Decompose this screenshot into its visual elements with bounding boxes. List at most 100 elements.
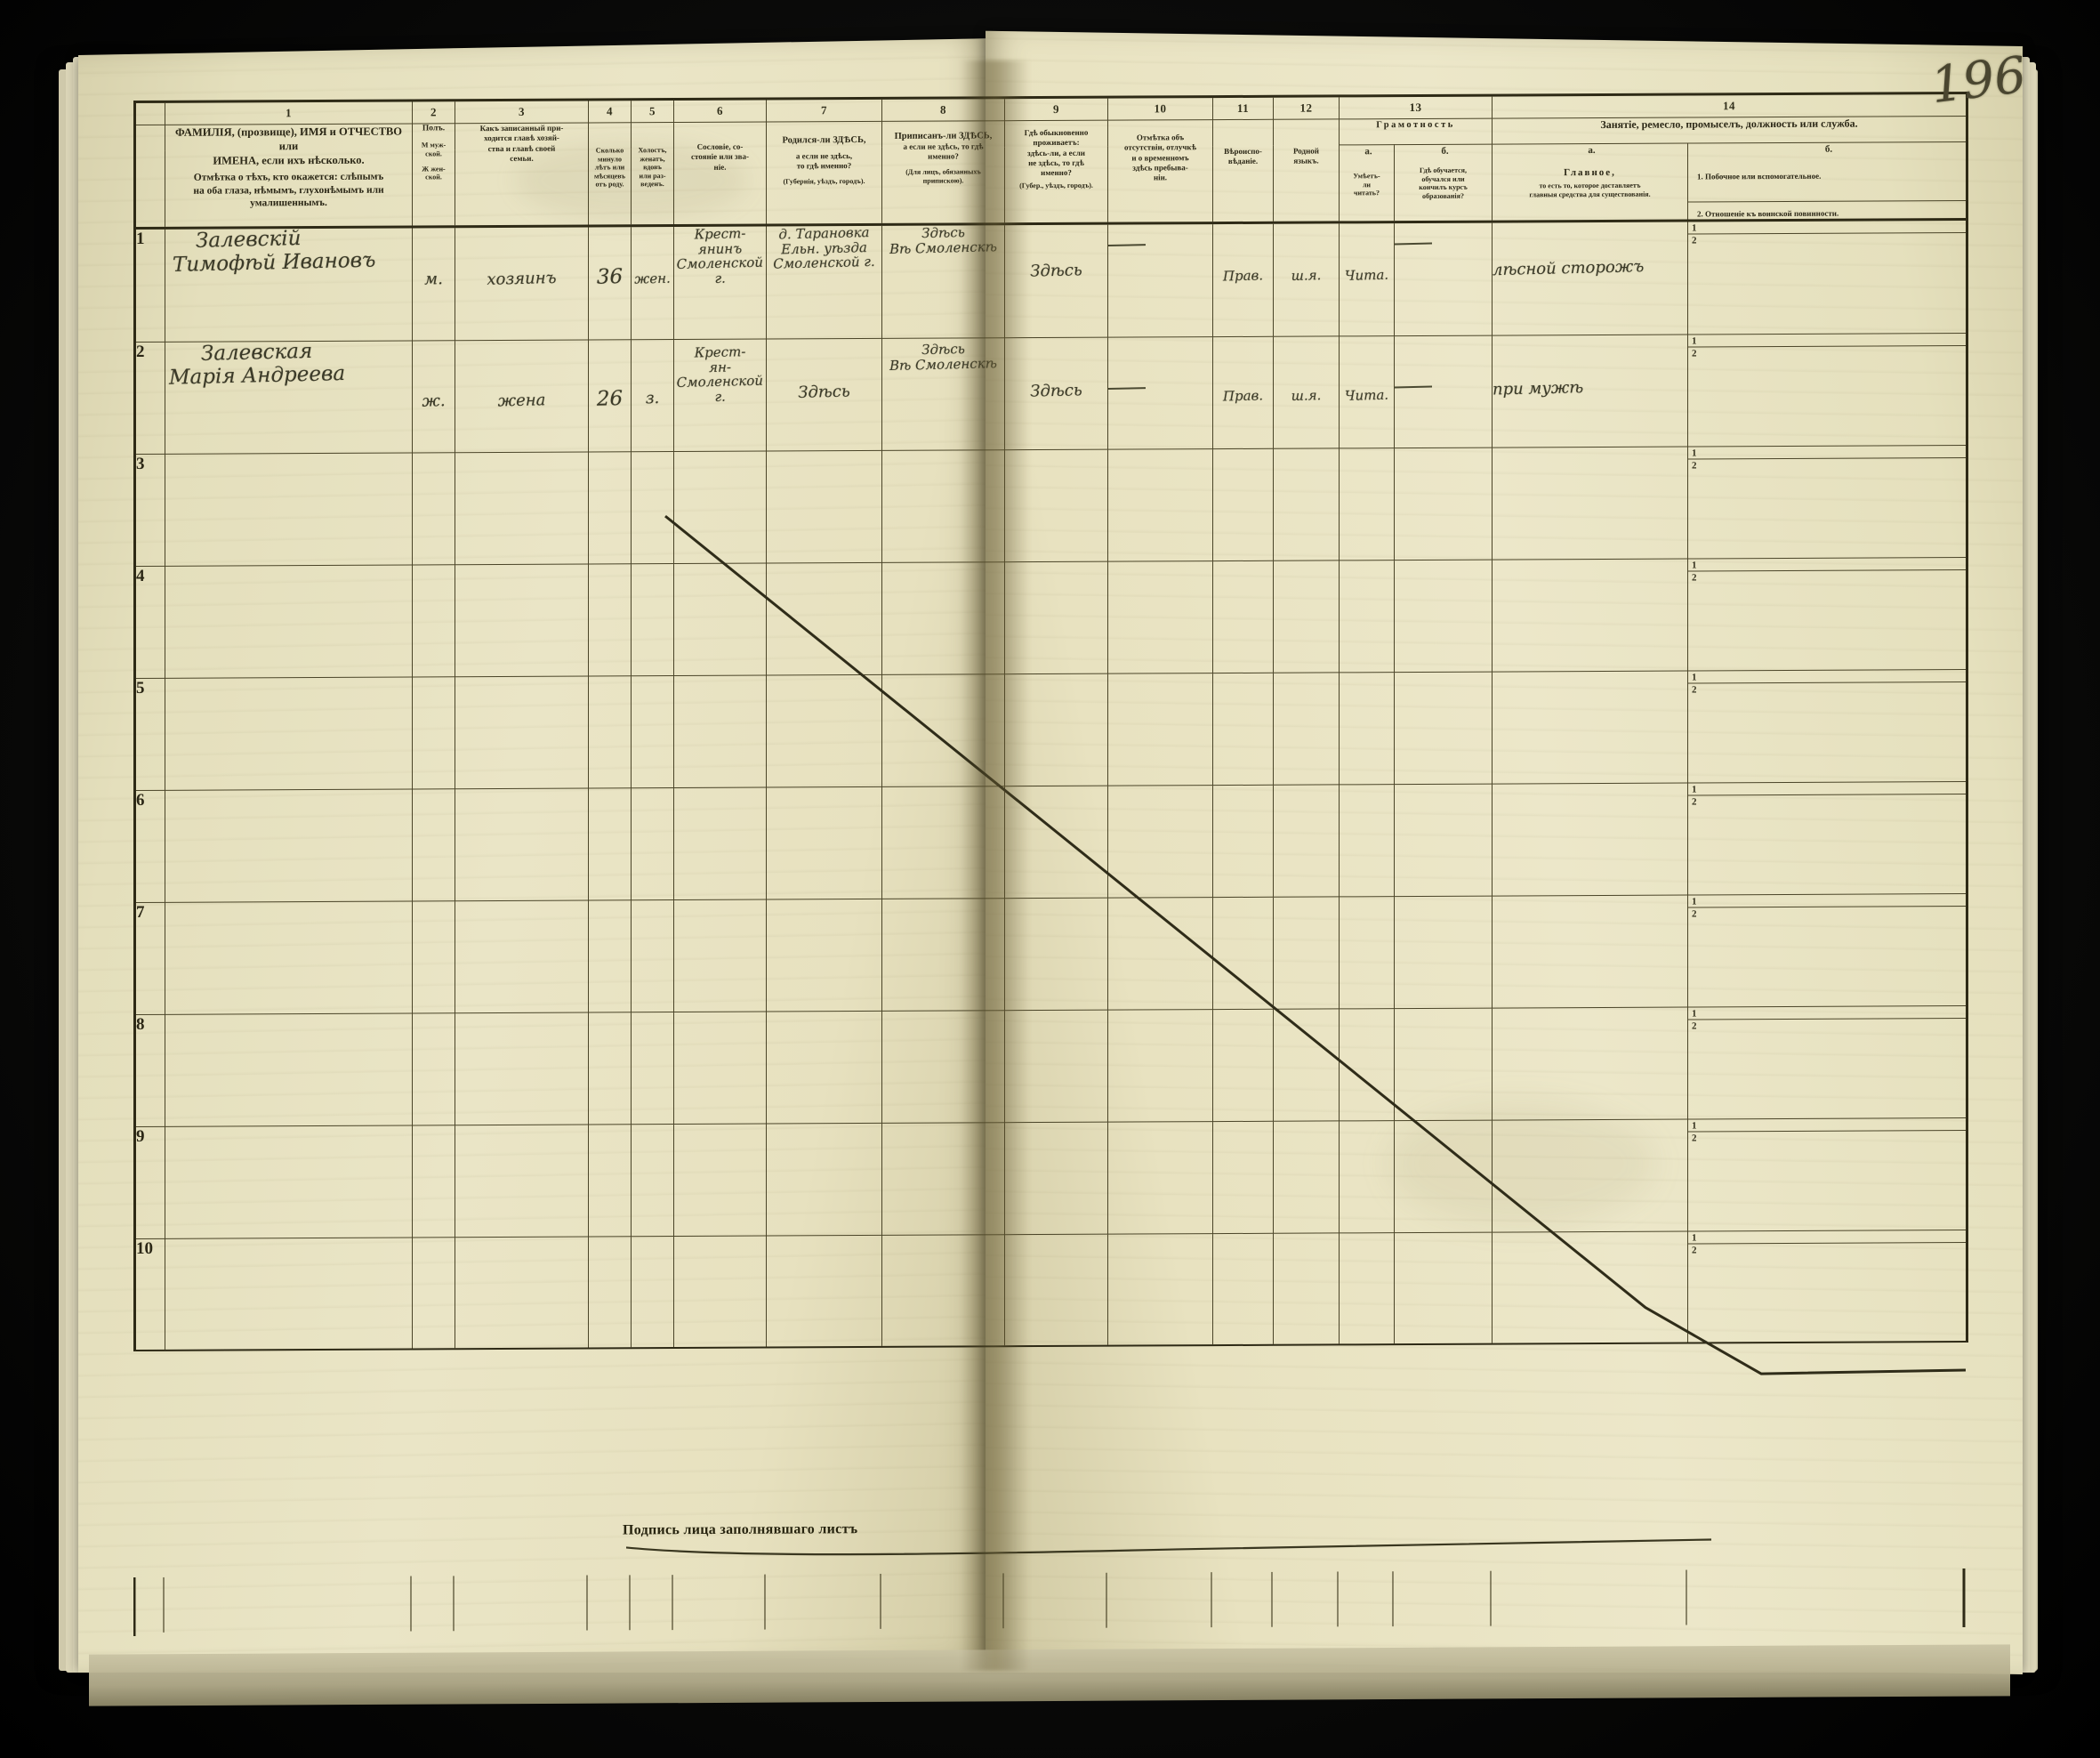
cell-language[interactable]: [1273, 1232, 1340, 1346]
occupation-side-1[interactable]: 1: [1688, 333, 1966, 348]
table-row[interactable]: 8 1 2: [134, 1005, 1967, 1127]
cell-relation[interactable]: [455, 563, 589, 677]
cell-religion[interactable]: Прав.: [1212, 222, 1274, 337]
cell-age[interactable]: 26: [588, 339, 632, 452]
cell-age[interactable]: [588, 1124, 632, 1237]
cell-marital[interactable]: з.: [631, 339, 674, 452]
occupation-side-2[interactable]: 2: [1688, 794, 1966, 808]
cell-language[interactable]: [1273, 448, 1340, 561]
cell-residence[interactable]: [1004, 1121, 1108, 1235]
cell-sex[interactable]: [412, 452, 455, 565]
cell-relation[interactable]: [455, 1236, 589, 1350]
cell-birthplace[interactable]: [766, 1235, 882, 1348]
cell-age[interactable]: 36: [588, 225, 632, 340]
cell-absence[interactable]: [1107, 560, 1213, 673]
cell-relation[interactable]: [455, 451, 589, 565]
table-row[interactable]: 5 1 2: [134, 669, 1967, 791]
cell-residence[interactable]: [1004, 1009, 1108, 1123]
cell-birthplace[interactable]: [766, 786, 882, 899]
cell-registered[interactable]: [881, 898, 1005, 1012]
cell-religion[interactable]: [1212, 1121, 1274, 1234]
cell-literacy-b[interactable]: [1394, 221, 1493, 336]
cell-occupation-side[interactable]: 1 2: [1687, 445, 1967, 559]
cell-marital[interactable]: [631, 1124, 674, 1237]
cell-marital[interactable]: [631, 675, 674, 788]
cell-registered[interactable]: [881, 673, 1005, 787]
cell-literacy-a[interactable]: [1339, 896, 1395, 1009]
cell-absence[interactable]: [1107, 222, 1213, 337]
occupation-side-1[interactable]: 1: [1688, 220, 1966, 235]
cell-religion[interactable]: [1212, 448, 1274, 561]
cell-literacy-a[interactable]: [1339, 560, 1395, 673]
cell-registered[interactable]: Здѣсь Вѣ Смоленскѣ: [881, 223, 1005, 339]
cell-absence[interactable]: [1107, 1009, 1213, 1122]
cell-residence[interactable]: Здѣсь: [1004, 222, 1108, 338]
cell-age[interactable]: [588, 787, 632, 900]
cell-birthplace[interactable]: д. Тарановка Ельн. уѣзда Смоленской г.: [766, 224, 882, 339]
cell-marital[interactable]: [631, 1012, 674, 1125]
cell-occupation-side[interactable]: 1 2: [1687, 781, 1967, 895]
occupation-side-2[interactable]: 2: [1688, 233, 1966, 246]
cell-sex[interactable]: [412, 676, 455, 789]
cell-birthplace[interactable]: Здѣсь: [766, 338, 882, 451]
cell-name[interactable]: [165, 676, 413, 791]
occupation-side-1[interactable]: 1: [1688, 1005, 1966, 1020]
cell-absence[interactable]: [1107, 897, 1213, 1010]
cell-sex[interactable]: ж.: [412, 340, 455, 453]
cell-marital[interactable]: жен.: [631, 225, 674, 340]
cell-literacy-b[interactable]: [1394, 1119, 1493, 1233]
cell-occupation-side[interactable]: 1 2: [1687, 333, 1967, 447]
cell-registered[interactable]: [881, 561, 1005, 675]
cell-language[interactable]: [1273, 560, 1340, 673]
cell-birthplace[interactable]: [766, 674, 882, 787]
cell-occupation-main[interactable]: [1492, 1118, 1688, 1232]
cell-religion[interactable]: [1212, 560, 1274, 673]
cell-literacy-a[interactable]: [1339, 448, 1395, 560]
cell-language[interactable]: ш.я.: [1273, 222, 1340, 337]
occupation-side-1[interactable]: 1: [1688, 893, 1966, 908]
occupation-side-2[interactable]: 2: [1688, 1131, 1966, 1144]
cell-literacy-b[interactable]: [1394, 783, 1493, 897]
cell-residence[interactable]: [1004, 673, 1108, 786]
cell-literacy-b[interactable]: [1394, 1007, 1493, 1121]
cell-age[interactable]: [588, 675, 632, 788]
cell-name[interactable]: [165, 788, 413, 903]
cell-religion[interactable]: [1212, 1009, 1274, 1122]
cell-language[interactable]: [1273, 1008, 1340, 1122]
cell-religion[interactable]: Прав.: [1212, 336, 1274, 449]
cell-relation[interactable]: [455, 787, 589, 901]
table-row[interactable]: 7 1 2: [134, 893, 1967, 1015]
cell-relation[interactable]: [455, 675, 589, 789]
occupation-side-1[interactable]: 1: [1688, 1117, 1966, 1133]
cell-language[interactable]: [1273, 1120, 1340, 1234]
cell-age[interactable]: [588, 563, 632, 676]
occupation-side-1[interactable]: 1: [1688, 1230, 1966, 1245]
cell-estate[interactable]: Крест- янинъ Смоленской г.: [673, 224, 767, 340]
cell-relation[interactable]: жена: [455, 339, 589, 453]
cell-literacy-b[interactable]: [1394, 335, 1493, 448]
cell-name[interactable]: [165, 900, 413, 1015]
cell-language[interactable]: [1273, 784, 1340, 898]
occupation-side-1[interactable]: 1: [1688, 557, 1966, 572]
cell-sex[interactable]: [412, 900, 455, 1013]
cell-occupation-side[interactable]: 1 2: [1687, 1117, 1967, 1231]
cell-name[interactable]: [165, 1012, 413, 1127]
cell-absence[interactable]: [1107, 1233, 1213, 1346]
cell-occupation-main[interactable]: при мужѣ: [1492, 334, 1688, 448]
cell-registered[interactable]: [881, 786, 1005, 899]
cell-name[interactable]: [165, 452, 413, 567]
cell-name[interactable]: [165, 1125, 413, 1239]
occupation-side-2[interactable]: 2: [1688, 1243, 1966, 1256]
cell-residence[interactable]: [1004, 560, 1108, 674]
cell-literacy-b[interactable]: [1394, 1231, 1493, 1345]
occupation-side-2[interactable]: 2: [1688, 682, 1966, 696]
cell-occupation-main[interactable]: [1492, 1006, 1688, 1120]
table-row[interactable]: 6 1 2: [134, 781, 1967, 903]
cell-marital[interactable]: [631, 563, 674, 676]
table-row[interactable]: 1 Залевскій Тимофѣй Ивановъ м. хозяинъ 3…: [134, 219, 1967, 343]
cell-residence[interactable]: Здѣсь: [1004, 336, 1108, 450]
occupation-side-2[interactable]: 2: [1688, 458, 1966, 472]
cell-name[interactable]: Залевскій Тимофѣй Ивановъ: [165, 227, 413, 343]
cell-relation[interactable]: [455, 1012, 589, 1125]
cell-birthplace[interactable]: [766, 1123, 882, 1236]
